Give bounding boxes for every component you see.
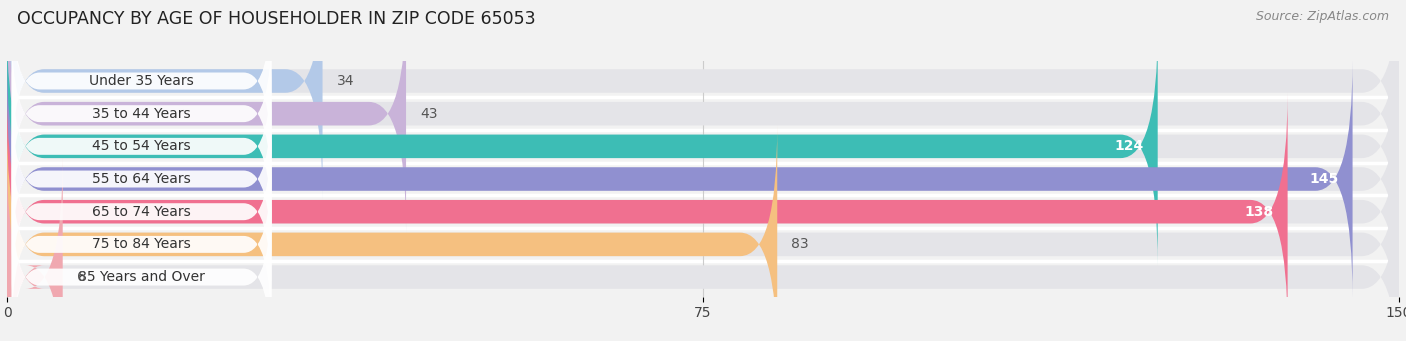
FancyBboxPatch shape [7,158,1399,341]
Text: OCCUPANCY BY AGE OF HOUSEHOLDER IN ZIP CODE 65053: OCCUPANCY BY AGE OF HOUSEHOLDER IN ZIP C… [17,10,536,28]
Text: Under 35 Years: Under 35 Years [89,74,194,88]
FancyBboxPatch shape [7,0,322,200]
Text: Source: ZipAtlas.com: Source: ZipAtlas.com [1256,10,1389,23]
Text: 34: 34 [336,74,354,88]
Text: 35 to 44 Years: 35 to 44 Years [93,107,191,121]
Text: 124: 124 [1115,139,1144,153]
FancyBboxPatch shape [7,158,63,341]
FancyBboxPatch shape [11,0,271,170]
FancyBboxPatch shape [7,27,1399,265]
FancyBboxPatch shape [7,93,1399,331]
FancyBboxPatch shape [7,0,1399,233]
FancyBboxPatch shape [11,122,271,301]
Text: 55 to 64 Years: 55 to 64 Years [93,172,191,186]
Text: 6: 6 [77,270,86,284]
FancyBboxPatch shape [7,0,406,233]
FancyBboxPatch shape [11,57,271,236]
FancyBboxPatch shape [11,188,271,341]
Text: 85 Years and Over: 85 Years and Over [79,270,205,284]
FancyBboxPatch shape [11,24,271,203]
Text: 65 to 74 Years: 65 to 74 Years [93,205,191,219]
FancyBboxPatch shape [11,89,271,269]
FancyBboxPatch shape [7,93,1288,331]
Text: 83: 83 [792,237,808,251]
Text: 145: 145 [1309,172,1339,186]
FancyBboxPatch shape [7,0,1399,200]
Text: 75 to 84 Years: 75 to 84 Years [93,237,191,251]
FancyBboxPatch shape [7,60,1399,298]
FancyBboxPatch shape [7,27,1157,265]
FancyBboxPatch shape [7,125,1399,341]
Text: 138: 138 [1244,205,1274,219]
FancyBboxPatch shape [7,60,1353,298]
FancyBboxPatch shape [7,125,778,341]
FancyBboxPatch shape [11,155,271,334]
Text: 45 to 54 Years: 45 to 54 Years [93,139,191,153]
Text: 43: 43 [420,107,437,121]
